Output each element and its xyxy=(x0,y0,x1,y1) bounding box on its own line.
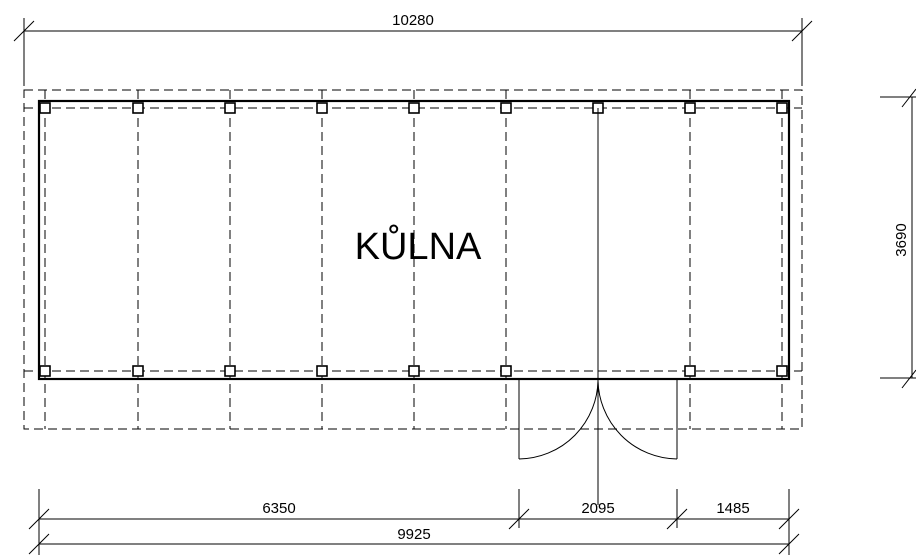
post xyxy=(132,365,144,377)
dimension-overall-width: 10280 xyxy=(13,12,813,86)
room-label: KŮLNA xyxy=(355,223,482,268)
dimension-bottom-segments: 6350 2095 1485 xyxy=(28,489,800,555)
post xyxy=(408,365,420,377)
post xyxy=(408,102,420,114)
post xyxy=(39,365,51,377)
post xyxy=(776,365,788,377)
dimension-label-depth: 3690 xyxy=(893,223,910,256)
post xyxy=(224,365,236,377)
post xyxy=(684,102,696,114)
dimension-label-door-segment: 2095 xyxy=(581,500,614,517)
dimension-label-left-segment: 6350 xyxy=(262,500,295,517)
dimension-label-overall-width: 10280 xyxy=(392,12,434,29)
post xyxy=(316,102,328,114)
post xyxy=(316,365,328,377)
posts-bottom-row xyxy=(39,365,788,377)
roof-overhang-outline xyxy=(23,89,803,430)
post xyxy=(684,365,696,377)
post xyxy=(132,102,144,114)
post xyxy=(39,102,51,114)
post xyxy=(224,102,236,114)
shed-wall-outline xyxy=(37,99,791,381)
post xyxy=(500,365,512,377)
dimension-bottom-total: 9925 xyxy=(28,526,800,555)
dimension-label-right-segment: 1485 xyxy=(716,500,749,517)
dimension-depth: 3690 xyxy=(880,88,916,389)
double-door xyxy=(518,378,678,460)
post xyxy=(500,102,512,114)
post xyxy=(776,102,788,114)
dimension-label-total-bottom: 9925 xyxy=(397,526,430,543)
